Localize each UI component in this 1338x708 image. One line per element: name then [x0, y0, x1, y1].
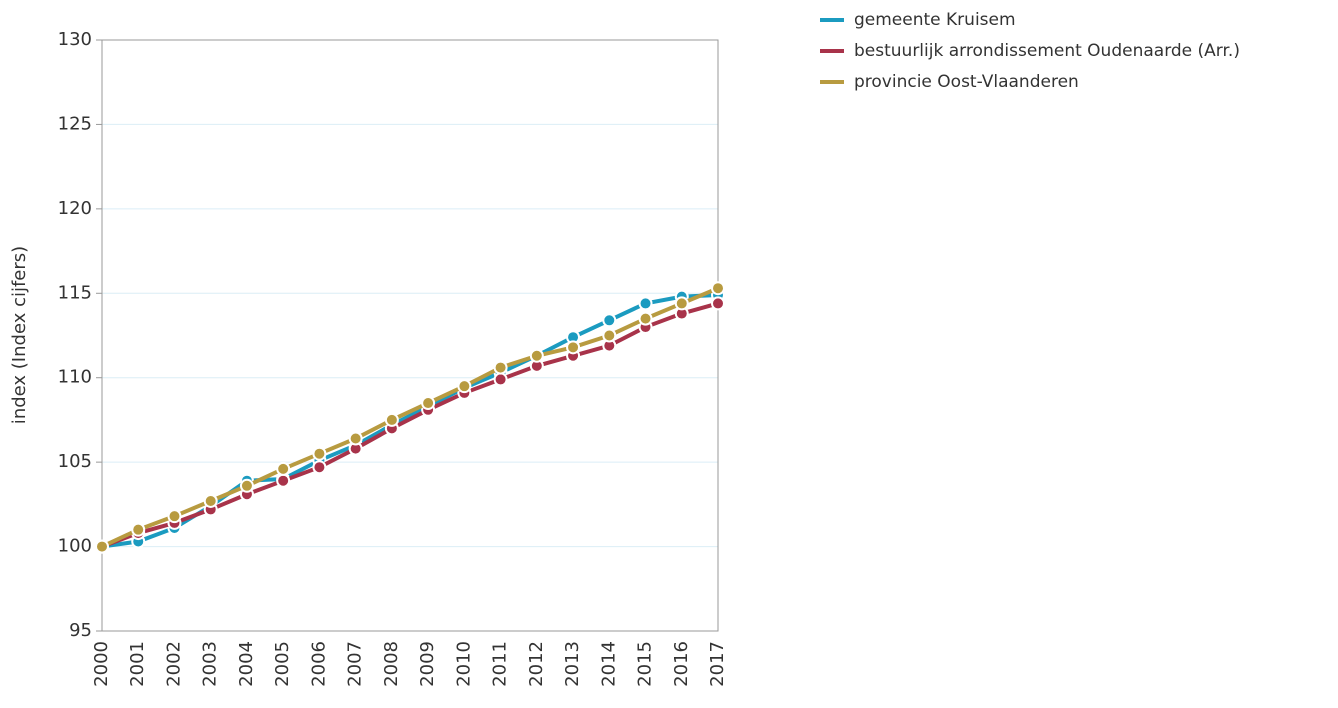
- data-point: [239, 478, 254, 493]
- x-tick-label: 2000: [91, 641, 112, 687]
- x-tick-label: 2011: [490, 641, 511, 687]
- y-tick-label: 120: [58, 198, 92, 219]
- x-tick-label: 2014: [598, 641, 619, 687]
- y-axis-label: index (Index cijfers): [9, 246, 30, 424]
- x-tick-label: 2008: [381, 641, 402, 687]
- y-tick-label: 100: [58, 536, 92, 557]
- data-point: [674, 296, 689, 311]
- x-tick-label: 2006: [308, 641, 329, 687]
- data-point: [493, 372, 508, 387]
- legend-label: gemeente Kruisem: [854, 10, 1016, 30]
- y-tick-label: 105: [58, 451, 92, 472]
- data-point: [203, 493, 218, 508]
- data-point: [276, 473, 291, 488]
- data-point: [529, 348, 544, 363]
- x-tick-label: 2009: [417, 641, 438, 687]
- x-tick-label: 2012: [526, 641, 547, 687]
- x-tick-label: 2003: [200, 641, 221, 687]
- x-tick-label: 2013: [562, 641, 583, 687]
- data-point: [312, 460, 327, 475]
- data-point: [131, 522, 146, 537]
- x-tick-label: 2007: [345, 641, 366, 687]
- y-tick-label: 130: [58, 29, 92, 50]
- x-tick-label: 2002: [163, 641, 184, 687]
- x-tick-label: 2001: [127, 641, 148, 687]
- data-point: [493, 360, 508, 375]
- data-point: [638, 311, 653, 326]
- legend-label: provincie Oost-Vlaanderen: [854, 72, 1079, 92]
- x-tick-label: 2016: [671, 641, 692, 687]
- y-tick-label: 125: [58, 113, 92, 134]
- data-point: [348, 431, 363, 446]
- data-point: [312, 446, 327, 461]
- data-point: [711, 281, 725, 296]
- data-point: [95, 539, 109, 554]
- y-tick-label: 95: [69, 620, 92, 641]
- data-point: [167, 509, 182, 524]
- data-point: [457, 379, 472, 394]
- data-point: [384, 412, 399, 427]
- data-point: [566, 340, 581, 355]
- x-tick-label: 2004: [236, 641, 257, 687]
- legend-label: bestuurlijk arrondissement Oudenaarde (A…: [854, 41, 1240, 61]
- data-point: [421, 396, 436, 411]
- x-tick-label: 2005: [272, 641, 293, 687]
- x-tick-label: 2015: [635, 641, 656, 687]
- data-point: [602, 328, 617, 343]
- x-tick-label: 2017: [707, 641, 728, 687]
- y-tick-label: 115: [58, 282, 92, 303]
- y-tick-label: 110: [58, 367, 92, 388]
- data-point: [276, 461, 291, 476]
- data-point: [638, 296, 653, 311]
- plot-border: [101, 39, 719, 632]
- x-tick-label: 2010: [453, 641, 474, 687]
- series-line: [101, 301, 719, 549]
- data-point: [602, 313, 617, 328]
- data-point: [711, 296, 725, 311]
